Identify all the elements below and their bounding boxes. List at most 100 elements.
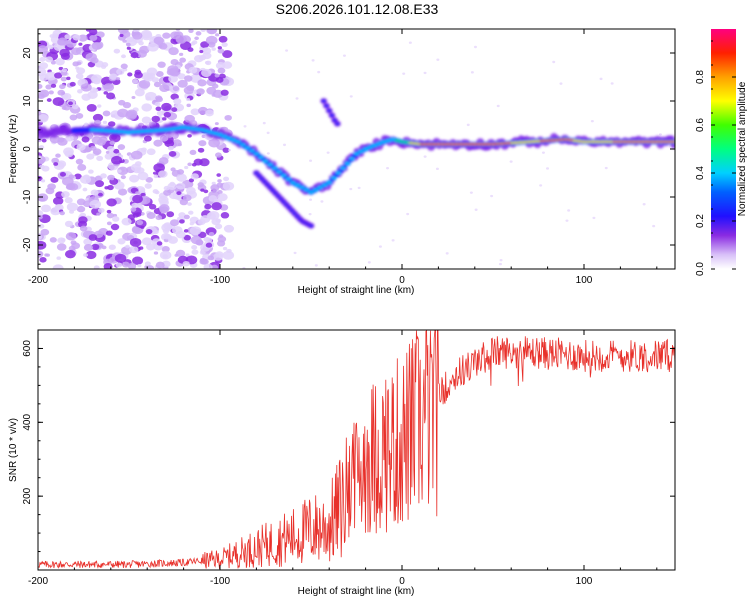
noise-blob bbox=[38, 223, 45, 229]
ridge-core bbox=[230, 138, 237, 142]
colorbar-ticks: 0.0 0.2 0.4 0.6 0.8 bbox=[695, 40, 736, 276]
noise-blob bbox=[262, 121, 266, 125]
noise-blob bbox=[120, 63, 128, 70]
ridge-core bbox=[257, 155, 264, 159]
noise-blob bbox=[176, 169, 185, 175]
noise-blob bbox=[141, 237, 153, 246]
noise-blob bbox=[52, 196, 64, 205]
ridge-core bbox=[303, 188, 310, 192]
noise-blob bbox=[170, 219, 180, 227]
ridge-core bbox=[317, 185, 324, 189]
spectrogram-ridge bbox=[38, 98, 675, 229]
noise-blob bbox=[197, 79, 207, 87]
noise-blob bbox=[188, 66, 198, 74]
snr-axes: -200 -100 0 100 200 400 600 bbox=[22, 329, 675, 587]
ridge-core bbox=[358, 149, 365, 153]
noise-blob bbox=[203, 263, 213, 269]
noise-blob bbox=[51, 157, 59, 164]
noise-blob bbox=[112, 216, 120, 222]
colorbar: 0.0 0.2 0.4 0.6 0.8 Normalized spectral ampl… bbox=[695, 29, 748, 276]
noise-blob bbox=[470, 71, 474, 74]
ridge-core bbox=[126, 130, 132, 134]
ridge-core bbox=[248, 149, 255, 153]
noise-blob bbox=[101, 245, 107, 250]
noise-blob bbox=[97, 192, 103, 197]
noise-blob bbox=[499, 258, 503, 262]
noise-blob bbox=[182, 260, 190, 267]
noise-blob bbox=[326, 151, 330, 154]
noise-blob bbox=[367, 261, 371, 264]
noise-blob bbox=[56, 243, 67, 251]
ridge-core bbox=[176, 126, 183, 130]
spectrogram-x-tick-label: 100 bbox=[576, 275, 593, 286]
noise-blob bbox=[187, 202, 192, 206]
snr-x-tick-label: 100 bbox=[576, 576, 593, 587]
noise-blob bbox=[68, 174, 75, 179]
noise-blob bbox=[201, 47, 212, 55]
spectrogram-y-tick-label: 0 bbox=[22, 146, 33, 152]
noise-blob bbox=[117, 144, 126, 150]
ridge-core bbox=[362, 147, 369, 151]
ridge-core bbox=[399, 140, 405, 144]
colorbar-label: Normalized spectral amplitude bbox=[737, 81, 748, 216]
noise-blob bbox=[134, 71, 143, 79]
ridge-core bbox=[298, 185, 305, 189]
noise-blob bbox=[436, 58, 440, 61]
noise-blob bbox=[138, 79, 151, 89]
noise-blob bbox=[132, 194, 143, 204]
noise-blob bbox=[314, 264, 318, 267]
noise-blob bbox=[76, 205, 86, 213]
noise-blob bbox=[40, 179, 46, 183]
noise-blob bbox=[386, 166, 390, 170]
noise-blob bbox=[222, 147, 230, 153]
noise-blob bbox=[192, 40, 198, 45]
noise-blob bbox=[172, 86, 180, 92]
noise-blob bbox=[159, 198, 169, 207]
noise-blob bbox=[546, 167, 550, 170]
noise-blob bbox=[76, 143, 86, 151]
noise-blob bbox=[64, 220, 74, 228]
ridge-core bbox=[189, 127, 196, 131]
noise-blob bbox=[146, 212, 156, 220]
noise-blob bbox=[163, 222, 173, 230]
noise-blob bbox=[100, 173, 107, 179]
noise-blob bbox=[117, 166, 129, 176]
ridge-core bbox=[276, 170, 283, 174]
snr-panel: -200 -100 0 100 200 400 600 Height of straight… bbox=[8, 329, 676, 597]
noise-blob bbox=[111, 155, 123, 165]
noise-blob bbox=[80, 83, 92, 92]
noise-blob bbox=[91, 41, 102, 50]
noise-blob bbox=[170, 31, 181, 40]
noise-blob bbox=[94, 119, 102, 126]
noise-blob bbox=[207, 255, 215, 261]
noise-blob bbox=[179, 52, 184, 56]
spectrogram-heat-layer bbox=[38, 29, 675, 269]
noise-blob bbox=[153, 36, 164, 45]
noise-blob bbox=[126, 46, 131, 50]
branch-core bbox=[332, 118, 337, 122]
noise-blob bbox=[188, 29, 194, 33]
noise-blob bbox=[122, 261, 130, 268]
noise-blob bbox=[75, 158, 84, 165]
noise-blob bbox=[190, 173, 199, 180]
noise-blob bbox=[243, 125, 247, 128]
noise-blob bbox=[218, 35, 228, 43]
noise-blob bbox=[127, 262, 137, 269]
noise-blob bbox=[214, 122, 219, 126]
noise-blob bbox=[97, 207, 105, 213]
noise-blob bbox=[86, 104, 97, 112]
noise-blob bbox=[101, 62, 109, 68]
noise-blob bbox=[129, 245, 139, 254]
spectrogram-x-tick-label: -200 bbox=[28, 275, 48, 286]
noise-blob bbox=[151, 115, 161, 123]
noise-blob bbox=[216, 240, 226, 247]
noise-blob bbox=[208, 138, 220, 148]
noise-blob bbox=[76, 67, 86, 75]
noise-blob bbox=[49, 237, 57, 243]
noise-blob bbox=[102, 110, 111, 117]
ridge-core bbox=[403, 140, 410, 144]
noise-blob bbox=[61, 68, 68, 73]
noise-blob bbox=[179, 57, 187, 63]
noise-blob bbox=[565, 219, 569, 222]
ridge-core bbox=[321, 183, 328, 187]
